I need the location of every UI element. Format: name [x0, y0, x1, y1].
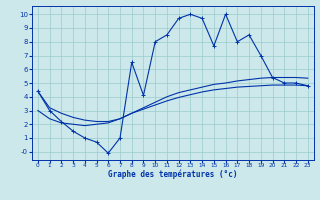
X-axis label: Graphe des températures (°c): Graphe des températures (°c) [108, 170, 237, 179]
